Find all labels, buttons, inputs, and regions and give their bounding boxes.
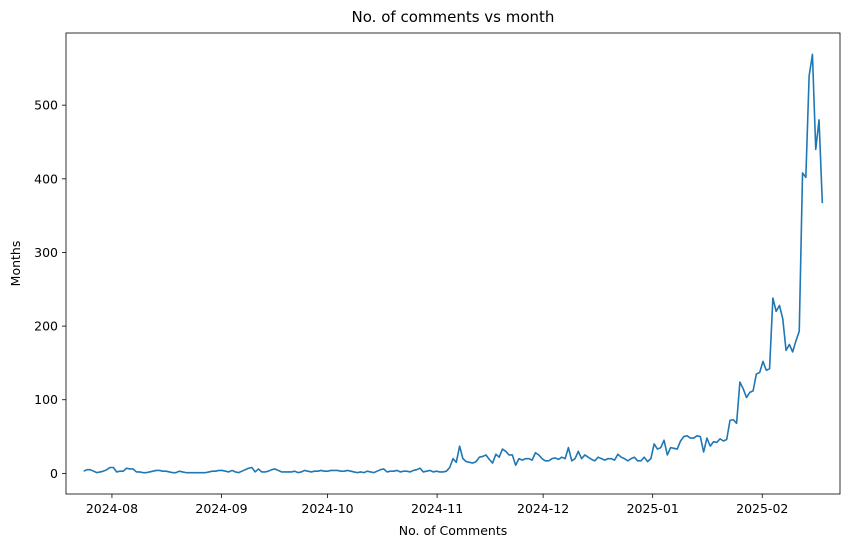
y-axis: 0 100 200 300 400 500 (34, 98, 66, 481)
y-tick-label: 0 (50, 466, 58, 481)
y-tick-label: 200 (34, 319, 58, 334)
y-axis-label: Months (8, 241, 23, 287)
x-tick-label: 2025-02 (736, 501, 788, 516)
y-tick-label: 300 (34, 245, 58, 260)
x-tick-label: 2024-09 (195, 501, 247, 516)
x-tick-label: 2024-12 (517, 501, 569, 516)
y-tick-label: 500 (34, 98, 58, 113)
y-tick-label: 400 (34, 171, 58, 186)
y-tick-label: 100 (34, 392, 58, 407)
x-axis: 2024-08 2024-09 2024-10 2024-11 2024-12 2025-… (86, 494, 788, 516)
comments-series-line (83, 53, 824, 474)
x-tick-label: 2024-08 (86, 501, 138, 516)
x-tick-label: 2024-11 (411, 501, 463, 516)
chart-title: No. of comments vs month (352, 8, 555, 26)
x-axis-label: No. of Comments (399, 523, 508, 538)
x-tick-label: 2025-01 (627, 501, 679, 516)
plot-area (65, 32, 841, 495)
x-tick-label: 2024-10 (301, 501, 353, 516)
